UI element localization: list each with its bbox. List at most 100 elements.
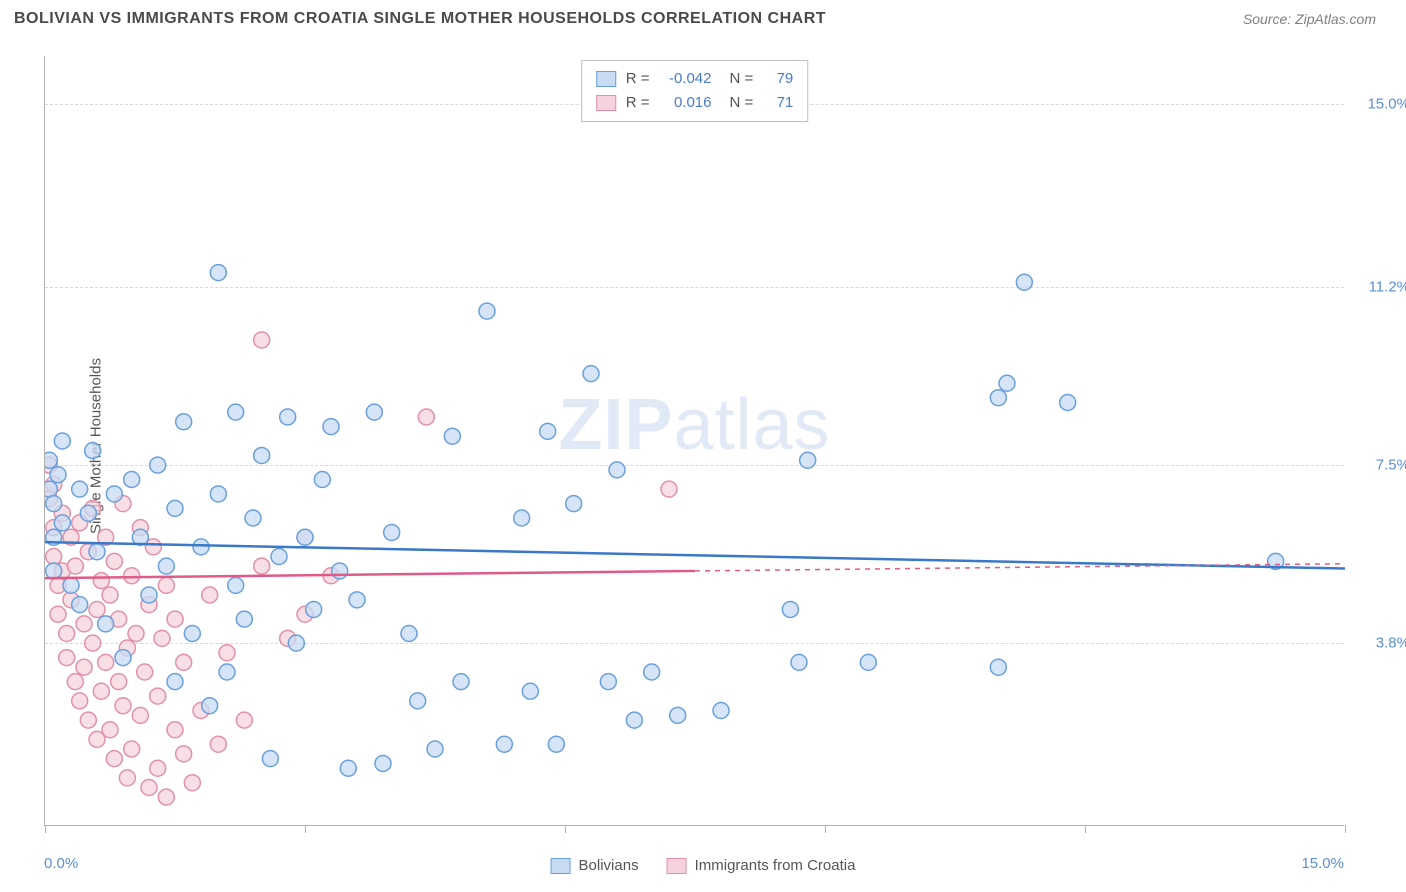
scatter-point xyxy=(167,500,183,516)
scatter-point xyxy=(644,664,660,680)
plot-area: ZIPatlas R =-0.042N =79R =0.016N =71 3.8… xyxy=(44,56,1344,826)
xtick xyxy=(565,825,566,833)
scatter-point xyxy=(366,404,382,420)
scatter-point xyxy=(115,650,131,666)
scatter-point xyxy=(566,496,582,512)
scatter-point xyxy=(670,707,686,723)
scatter-point xyxy=(150,760,166,776)
scatter-point xyxy=(782,601,798,617)
scatter-point xyxy=(150,457,166,473)
scatter-point xyxy=(59,626,75,642)
scatter-point xyxy=(50,606,66,622)
scatter-point xyxy=(791,654,807,670)
scatter-point xyxy=(106,553,122,569)
scatter-point xyxy=(106,486,122,502)
ytick-label: 11.2% xyxy=(1350,279,1406,296)
scatter-point xyxy=(583,366,599,382)
scatter-point xyxy=(154,630,170,646)
scatter-point xyxy=(410,693,426,709)
scatter-point xyxy=(990,659,1006,675)
scatter-point xyxy=(713,703,729,719)
scatter-point xyxy=(540,423,556,439)
scatter-point xyxy=(1060,395,1076,411)
scatter-point xyxy=(63,577,79,593)
scatter-point xyxy=(297,529,313,545)
scatter-point xyxy=(522,683,538,699)
r-value: -0.042 xyxy=(660,67,712,91)
scatter-point xyxy=(67,558,83,574)
scatter-point xyxy=(990,390,1006,406)
scatter-point xyxy=(59,650,75,666)
scatter-point xyxy=(228,577,244,593)
scatter-point xyxy=(85,635,101,651)
scatter-point xyxy=(76,659,92,675)
scatter-point xyxy=(323,419,339,435)
source-attribution: Source: ZipAtlas.com xyxy=(1243,11,1376,27)
scatter-point xyxy=(314,472,330,488)
n-value: 71 xyxy=(763,91,793,115)
xtick xyxy=(45,825,46,833)
x-axis-max-label: 15.0% xyxy=(1301,855,1344,872)
scatter-point xyxy=(427,741,443,757)
scatter-point xyxy=(45,481,57,497)
scatter-point xyxy=(210,736,226,752)
chart-svg xyxy=(45,56,1345,826)
scatter-point xyxy=(124,568,140,584)
scatter-point xyxy=(236,712,252,728)
scatter-point xyxy=(609,462,625,478)
scatter-point xyxy=(202,698,218,714)
x-axis-min-label: 0.0% xyxy=(44,855,78,872)
scatter-point xyxy=(349,592,365,608)
scatter-point xyxy=(72,597,88,613)
scatter-point xyxy=(184,775,200,791)
ytick-label: 15.0% xyxy=(1350,96,1406,113)
stats-legend-row: R =0.016N =71 xyxy=(596,91,794,115)
scatter-point xyxy=(46,496,62,512)
scatter-point xyxy=(98,616,114,632)
scatter-point xyxy=(626,712,642,728)
plot-container: ZIPatlas R =-0.042N =79R =0.016N =71 3.8… xyxy=(44,56,1344,826)
scatter-point xyxy=(514,510,530,526)
scatter-point xyxy=(111,674,127,690)
scatter-point xyxy=(236,611,252,627)
scatter-point xyxy=(444,428,460,444)
scatter-point xyxy=(124,472,140,488)
chart-title: BOLIVIAN VS IMMIGRANTS FROM CROATIA SING… xyxy=(14,10,826,28)
legend-swatch xyxy=(596,71,616,87)
scatter-point xyxy=(254,447,270,463)
series-name: Immigrants from Croatia xyxy=(695,857,856,874)
scatter-point xyxy=(50,467,66,483)
scatter-point xyxy=(280,409,296,425)
scatter-point xyxy=(999,375,1015,391)
scatter-point xyxy=(210,265,226,281)
scatter-point xyxy=(167,722,183,738)
scatter-point xyxy=(262,751,278,767)
scatter-point xyxy=(158,558,174,574)
scatter-point xyxy=(93,573,109,589)
scatter-point xyxy=(1016,274,1032,290)
scatter-point xyxy=(288,635,304,651)
scatter-point xyxy=(67,674,83,690)
scatter-point xyxy=(245,510,261,526)
scatter-point xyxy=(132,707,148,723)
scatter-point xyxy=(158,789,174,805)
scatter-point xyxy=(46,563,62,579)
scatter-point xyxy=(800,452,816,468)
scatter-point xyxy=(600,674,616,690)
legend-swatch xyxy=(551,858,571,874)
scatter-point xyxy=(548,736,564,752)
trend-line xyxy=(45,542,1345,568)
xtick xyxy=(1085,825,1086,833)
ytick-label: 3.8% xyxy=(1350,635,1406,652)
scatter-point xyxy=(115,698,131,714)
scatter-point xyxy=(340,760,356,776)
scatter-point xyxy=(401,626,417,642)
legend-swatch xyxy=(596,95,616,111)
scatter-point xyxy=(119,770,135,786)
scatter-point xyxy=(80,712,96,728)
scatter-point xyxy=(80,505,96,521)
scatter-point xyxy=(137,664,153,680)
scatter-point xyxy=(106,751,122,767)
scatter-point xyxy=(72,481,88,497)
series-legend-item: Immigrants from Croatia xyxy=(667,857,856,874)
